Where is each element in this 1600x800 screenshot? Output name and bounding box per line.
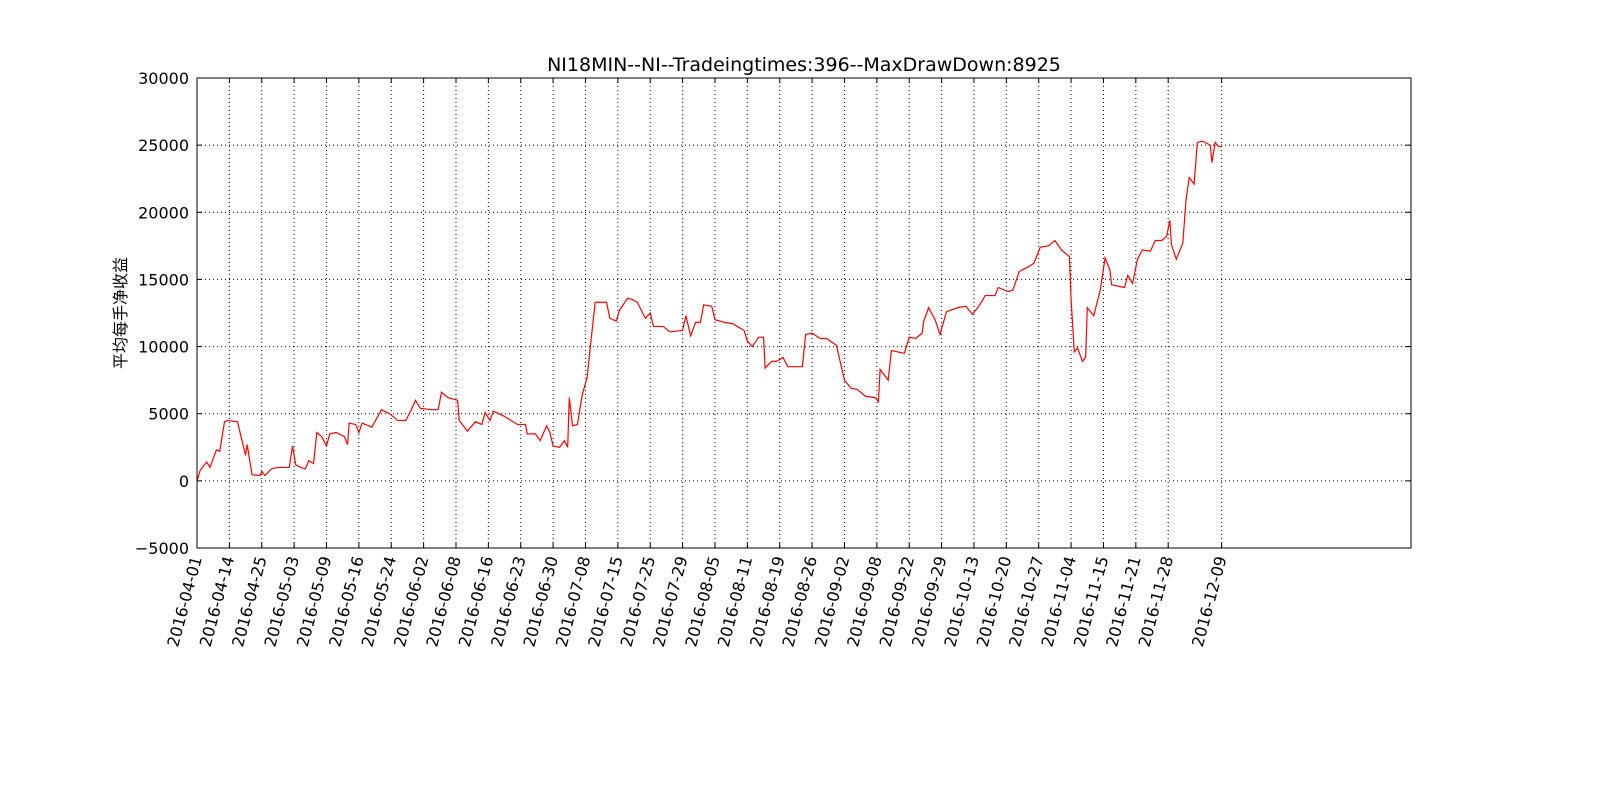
plot-frame [196,77,1412,549]
y-tick-label: 15000 [138,270,189,289]
y-axis-label: 平均每手净收益 [111,257,130,369]
y-tick-label: 25000 [138,136,189,155]
data-line [196,140,1222,482]
y-tick-label: 10000 [138,338,189,357]
y-tick-label: 30000 [138,69,189,88]
y-tick-label: 0 [179,472,189,491]
chart-title: NI18MIN--NI--Tradeingtimes:396--MaxDrawD… [547,54,1061,76]
x-tick-label: 2016-12-09 [1188,554,1230,649]
y-tick-label: 20000 [138,203,189,222]
y-tick-label: −5000 [135,539,189,558]
y-tick-label: 5000 [148,405,189,424]
